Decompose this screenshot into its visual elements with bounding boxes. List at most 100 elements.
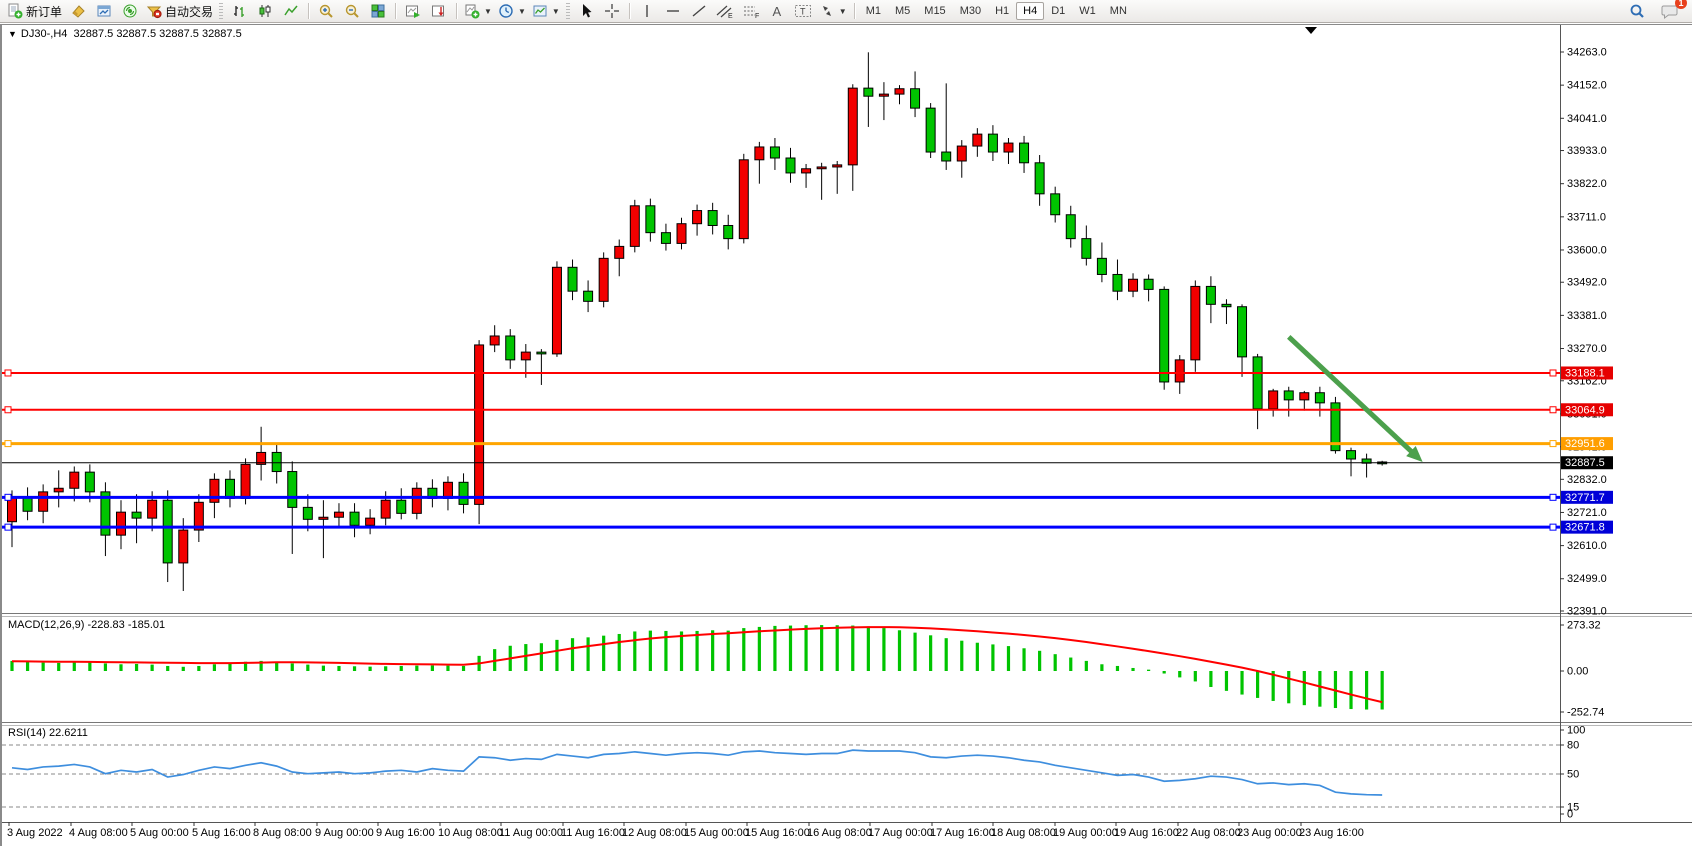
timeframe-m5[interactable]: M5 (895, 5, 911, 17)
svg-text:33064.9: 33064.9 (1565, 404, 1605, 416)
svg-text:15: 15 (1567, 802, 1579, 814)
profiles-icon (97, 5, 111, 17)
label-tool-button[interactable]: T (790, 1, 816, 21)
timeframe-h1[interactable]: H1 (995, 5, 1010, 17)
chart-shift-icon (432, 5, 445, 17)
search-button[interactable] (1624, 1, 1650, 21)
horizontal-line-tool-button[interactable] (660, 1, 686, 21)
svg-text:5 Aug 16:00: 5 Aug 16:00 (192, 827, 251, 839)
timeframe-mn[interactable]: MN (1109, 5, 1127, 17)
svg-text:4 Aug 08:00: 4 Aug 08:00 (69, 827, 128, 839)
svg-text:32610.0: 32610.0 (1567, 540, 1607, 552)
trendline-icon (692, 5, 706, 17)
svg-text:33188.1: 33188.1 (1565, 367, 1605, 379)
chart-canvas[interactable]: 34263.0 34152.0 34041.0 33933.0 33822.0 33711… (2, 24, 1692, 846)
vertical-line-tool-button[interactable] (634, 1, 660, 21)
svg-text:15 Aug 00:00: 15 Aug 00:00 (684, 827, 749, 839)
svg-text:33711.0: 33711.0 (1567, 211, 1606, 223)
svg-text:33600.0: 33600.0 (1567, 244, 1607, 256)
svg-text:33270.0: 33270.0 (1567, 343, 1607, 355)
chevron-down-icon: ▼ (517, 6, 526, 16)
autotrade-icon (146, 6, 162, 19)
profiles-button[interactable] (91, 1, 117, 21)
auto-trading-label: 自动交易 (165, 4, 214, 19)
auto-scroll-icon (406, 5, 421, 18)
search-icon (1630, 4, 1644, 18)
text-tool-button[interactable]: A (764, 1, 790, 21)
svg-text:32499.0: 32499.0 (1567, 573, 1607, 585)
rsi-indicator-label: RSI(14) 22.6211 (8, 727, 88, 739)
symbol-dropdown-icon[interactable]: ▼ (8, 29, 17, 39)
svg-text:33381.0: 33381.0 (1567, 310, 1607, 322)
candlestick-button[interactable] (252, 1, 278, 21)
zoom-out-button[interactable] (339, 1, 365, 21)
chart-title: DJ30-,H4 32887.5 32887.5 32887.5 32887.5 (20, 28, 242, 40)
zoom-in-button[interactable] (313, 1, 339, 21)
timeframe-m30[interactable]: M30 (959, 5, 982, 17)
fibonacci-icon: F (743, 6, 759, 19)
horizontal-line-icon (666, 10, 679, 12)
line-chart-button[interactable] (278, 1, 304, 21)
signal-button[interactable] (117, 1, 143, 21)
auto-scroll-button[interactable] (400, 1, 426, 21)
styler-icon (72, 5, 85, 18)
crosshair-tool-button[interactable] (599, 1, 625, 21)
line-chart-icon (284, 5, 298, 16)
tile-windows-icon (371, 4, 385, 18)
svg-text:23 Aug 16:00: 23 Aug 16:00 (1299, 827, 1364, 839)
timeframe-m15[interactable]: M15 (924, 5, 946, 17)
svg-text:33492.0: 33492.0 (1567, 277, 1607, 289)
toolbar-separator (395, 3, 397, 19)
toolbar-grip (219, 3, 224, 19)
timeframe-m1[interactable]: M1 (865, 5, 881, 17)
toolbar-grip (565, 3, 570, 19)
timeframe-d1[interactable]: D1 (1051, 5, 1066, 17)
auto-trading-button[interactable]: 自动交易 (143, 1, 216, 21)
channel-tool-button[interactable]: E (712, 1, 738, 21)
toolbar-separator (308, 3, 310, 19)
templates-button[interactable]: ▼ (529, 1, 563, 21)
new-order-label: 新订单 (26, 4, 63, 19)
tile-windows-button[interactable] (365, 1, 391, 21)
svg-text:23 Aug 00:00: 23 Aug 00:00 (1237, 827, 1302, 839)
svg-text:16 Aug 08:00: 16 Aug 08:00 (807, 827, 872, 839)
fibonacci-tool-button[interactable]: F (738, 1, 764, 21)
periods-icon (499, 4, 513, 18)
svg-text:12 Aug 08:00: 12 Aug 08:00 (622, 827, 687, 839)
notification-badge: 1 (1675, 0, 1687, 9)
chart-window: 34263.0 34152.0 34041.0 33933.0 33822.0 33711… (0, 24, 1692, 846)
indicators-button[interactable]: ▼ (461, 1, 495, 21)
zoom-in-icon (319, 4, 333, 18)
styler-button[interactable] (65, 1, 91, 21)
arrows-tool-button[interactable]: ▼ (816, 1, 850, 21)
cursor-tool-button[interactable] (573, 1, 599, 21)
svg-text:34263.0: 34263.0 (1567, 47, 1607, 59)
svg-text:-252.74: -252.74 (1567, 707, 1604, 719)
svg-text:8 Aug 08:00: 8 Aug 08:00 (253, 827, 312, 839)
chart-shift-button[interactable] (426, 1, 452, 21)
cursor-icon (582, 4, 592, 18)
svg-text:11 Aug 00:00: 11 Aug 00:00 (499, 827, 563, 839)
svg-text:32391.0: 32391.0 (1567, 605, 1607, 617)
svg-text:5 Aug 00:00: 5 Aug 00:00 (130, 827, 189, 839)
bar-chart-icon (234, 6, 245, 17)
timeframe-w1[interactable]: W1 (1079, 5, 1096, 17)
svg-text:T: T (800, 7, 806, 17)
svg-text:17 Aug 16:00: 17 Aug 16:00 (930, 827, 995, 839)
templates-icon (533, 5, 547, 17)
timeframe-h4[interactable]: H4 (1016, 2, 1045, 20)
notifications-button[interactable]: 1 (1656, 0, 1687, 21)
new-order-button[interactable]: 新订单 (4, 1, 65, 21)
svg-text:0: 0 (1567, 809, 1573, 821)
trendline-tool-button[interactable] (686, 1, 712, 21)
svg-text:18 Aug 08:00: 18 Aug 08:00 (991, 827, 1056, 839)
chevron-down-icon: ▼ (838, 6, 847, 16)
svg-text:9 Aug 16:00: 9 Aug 16:00 (376, 827, 435, 839)
periods-button[interactable]: ▼ (495, 1, 529, 21)
channel-suffix: E (728, 13, 733, 19)
svg-text:34041.0: 34041.0 (1567, 113, 1607, 125)
channel-icon: E (716, 5, 733, 19)
bar-chart-button[interactable] (226, 1, 252, 21)
svg-text:34152.0: 34152.0 (1567, 80, 1607, 92)
svg-text:17 Aug 00:00: 17 Aug 00:00 (868, 827, 933, 839)
